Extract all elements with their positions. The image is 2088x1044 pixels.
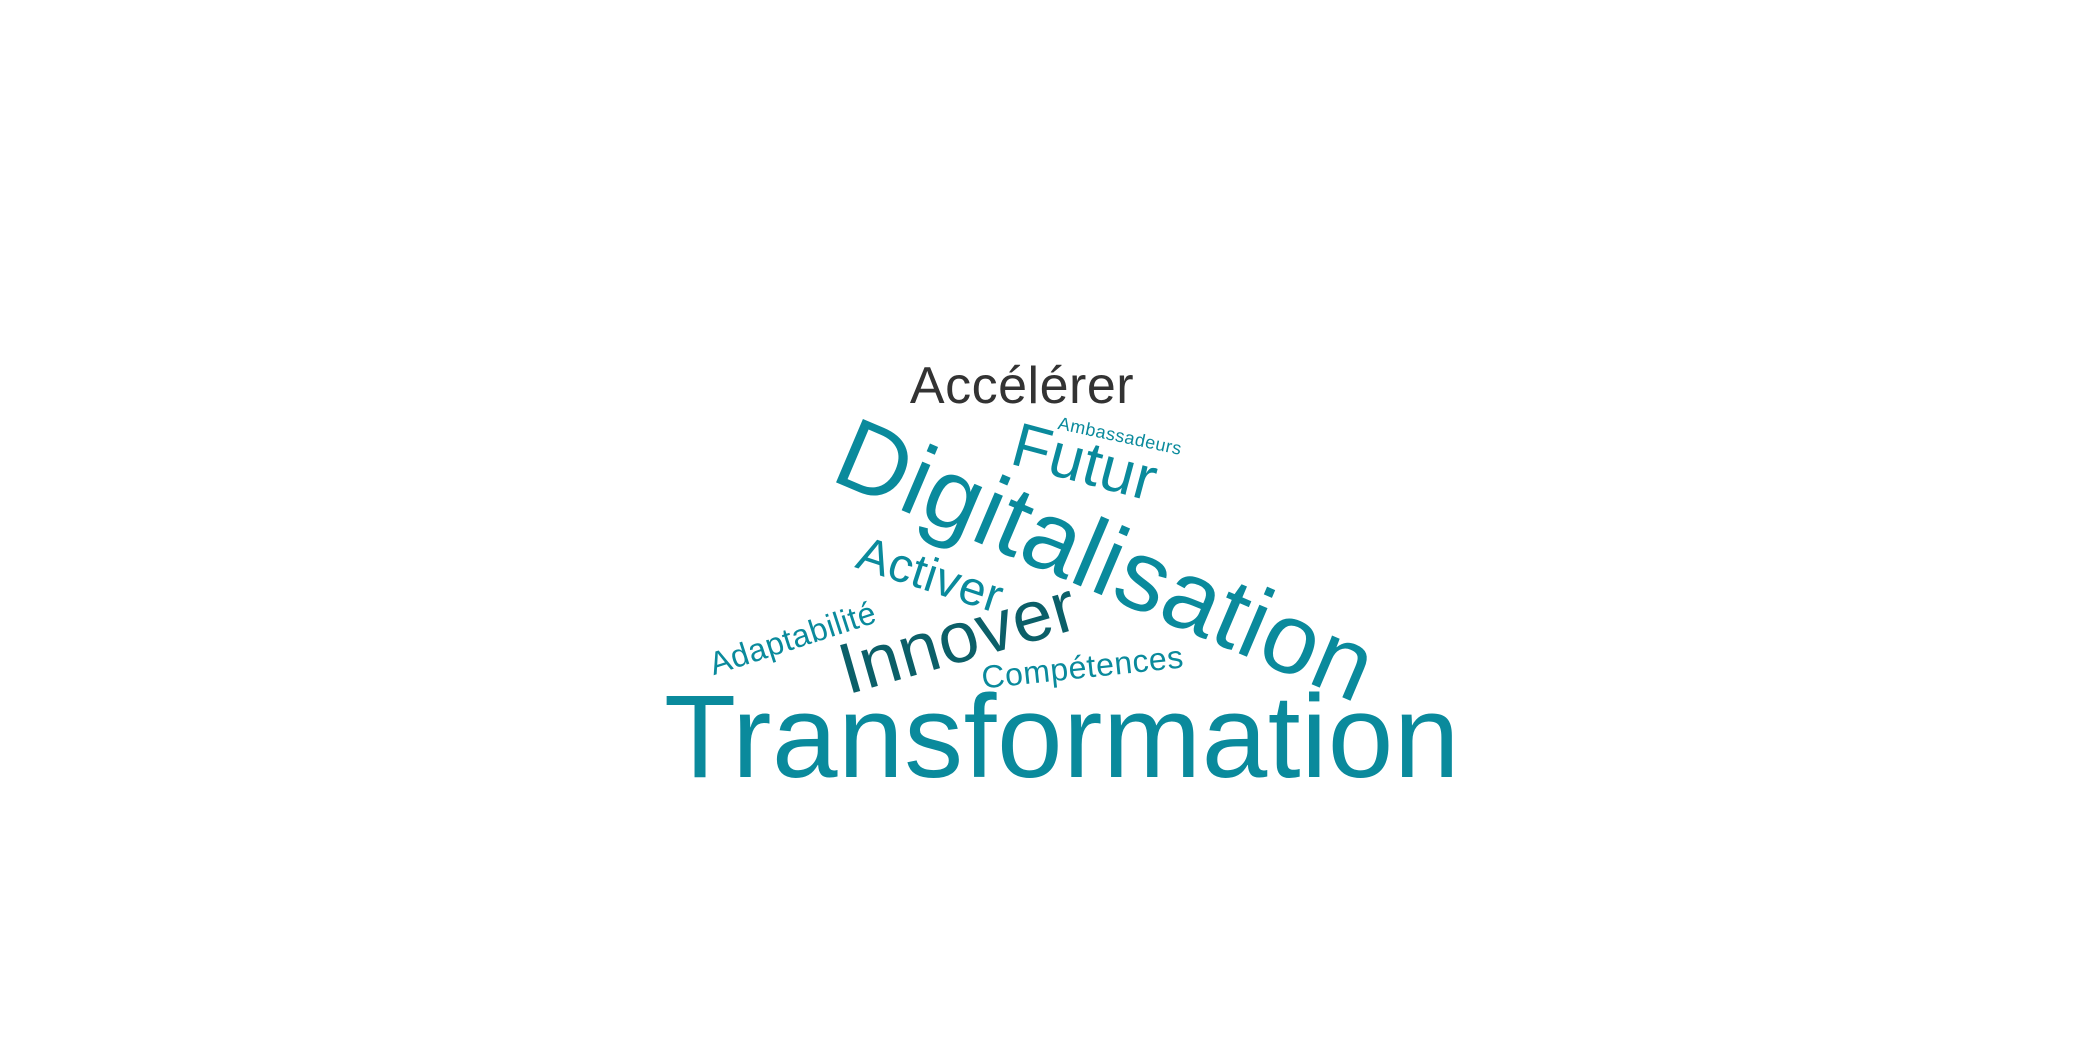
word-accelerer: Accélérer xyxy=(909,357,1135,415)
word-transformation: Transformation xyxy=(663,671,1461,803)
